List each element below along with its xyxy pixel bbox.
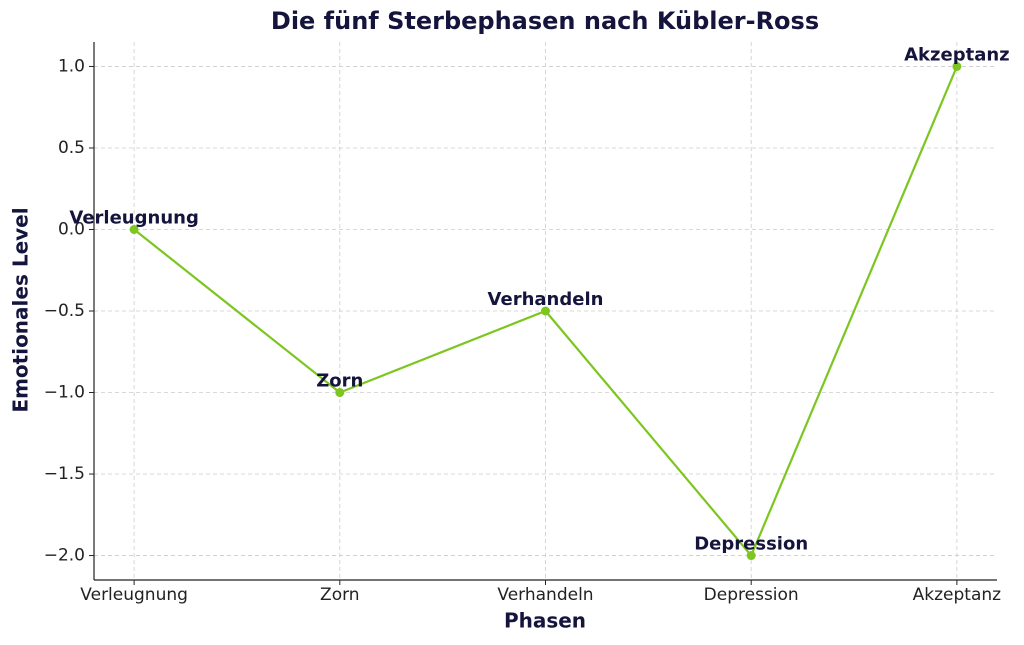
y-axis-label: Emotionales Level (9, 207, 33, 412)
y-tick-label: −2.0 (44, 546, 85, 566)
point-label: Zorn (316, 371, 363, 392)
y-tick-label: −1.5 (44, 464, 85, 484)
y-tick-label: −0.5 (44, 301, 85, 321)
y-tick-label: 1.0 (58, 56, 85, 76)
x-tick-label: Depression (704, 585, 799, 605)
data-point (746, 551, 756, 561)
x-tick-label: Zorn (320, 585, 360, 605)
x-tick-label: Akzeptanz (913, 585, 1002, 605)
data-point (335, 388, 345, 398)
x-tick-label: Verhandeln (497, 585, 593, 605)
data-point (952, 61, 962, 71)
data-point (129, 224, 139, 234)
y-tick-label: −1.0 (44, 383, 85, 403)
point-label: Akzeptanz (904, 44, 1010, 65)
point-label: Depression (694, 534, 808, 555)
chart-title: Die fünf Sterbephasen nach Kübler-Ross (271, 7, 819, 35)
point-label: Verhandeln (488, 289, 604, 310)
y-tick-label: 0.0 (58, 219, 85, 239)
x-axis-label: Phasen (504, 609, 586, 633)
data-point (541, 306, 550, 316)
point-label: Verleugnung (69, 207, 198, 228)
x-tick-label: Verleugnung (80, 585, 188, 605)
y-tick-label: 0.5 (58, 138, 85, 158)
